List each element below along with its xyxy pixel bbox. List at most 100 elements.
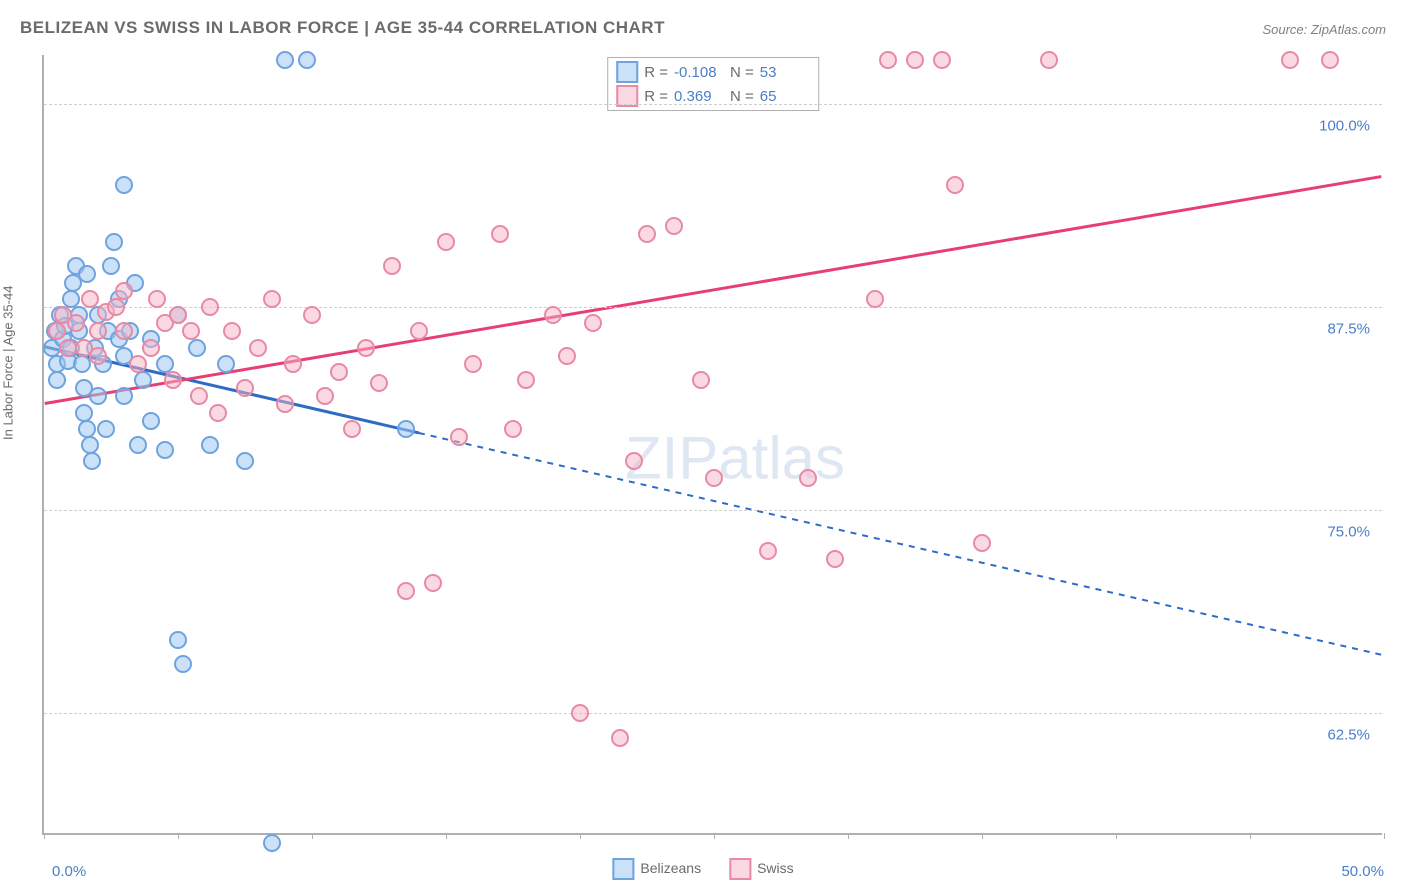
y-tick-label: 87.5% xyxy=(1327,320,1370,337)
stat-r-value: -0.108 xyxy=(674,64,724,81)
data-point xyxy=(223,322,241,340)
data-point xyxy=(370,374,388,392)
x-tick xyxy=(714,833,715,839)
data-point xyxy=(665,217,683,235)
stat-n-value: 65 xyxy=(760,88,810,105)
x-tick xyxy=(982,833,983,839)
x-tick xyxy=(312,833,313,839)
data-point xyxy=(107,298,125,316)
data-point xyxy=(276,51,294,69)
data-point xyxy=(284,355,302,373)
data-point xyxy=(571,704,589,722)
data-point xyxy=(156,441,174,459)
data-point xyxy=(164,371,182,389)
data-point xyxy=(517,371,535,389)
stat-r-label: R = xyxy=(644,88,668,105)
data-point xyxy=(397,582,415,600)
legend-label: Swiss xyxy=(757,860,794,876)
stat-r-value: 0.369 xyxy=(674,88,724,105)
stat-r-label: R = xyxy=(644,64,668,81)
data-point xyxy=(316,387,334,405)
data-point xyxy=(142,412,160,430)
x-tick xyxy=(446,833,447,839)
gridline xyxy=(44,510,1382,511)
y-tick-label: 75.0% xyxy=(1327,524,1370,541)
trend-line-dashed xyxy=(419,433,1381,655)
data-point xyxy=(236,452,254,470)
legend-swatch xyxy=(616,61,638,83)
data-point xyxy=(115,387,133,405)
data-point xyxy=(558,347,576,365)
data-point xyxy=(799,469,817,487)
data-point xyxy=(89,387,107,405)
data-point xyxy=(946,176,964,194)
data-point xyxy=(464,355,482,373)
data-point xyxy=(397,420,415,438)
data-point xyxy=(343,420,361,438)
data-point xyxy=(105,233,123,251)
data-point xyxy=(115,322,133,340)
data-point xyxy=(48,371,66,389)
plot-area: ZIPatlas R =-0.108N =53R =0.369N =65 62.… xyxy=(42,55,1382,835)
data-point xyxy=(437,233,455,251)
data-point xyxy=(83,452,101,470)
stat-n-label: N = xyxy=(730,88,754,105)
data-point xyxy=(97,420,115,438)
data-point xyxy=(450,428,468,446)
data-point xyxy=(134,371,152,389)
data-point xyxy=(89,322,107,340)
data-point xyxy=(201,298,219,316)
data-point xyxy=(115,282,133,300)
legend-item: Swiss xyxy=(729,858,794,880)
data-point xyxy=(357,339,375,357)
x-tick xyxy=(1250,833,1251,839)
x-tick xyxy=(848,833,849,839)
data-point xyxy=(89,347,107,365)
data-point xyxy=(705,469,723,487)
data-point xyxy=(879,51,897,69)
stat-row: R =-0.108N =53 xyxy=(616,60,810,84)
data-point xyxy=(906,51,924,69)
data-point xyxy=(201,436,219,454)
data-point xyxy=(115,176,133,194)
gridline xyxy=(44,713,1382,714)
x-tick xyxy=(178,833,179,839)
data-point xyxy=(142,339,160,357)
data-point xyxy=(584,314,602,332)
legend-item: Belizeans xyxy=(612,858,701,880)
data-point xyxy=(129,436,147,454)
y-tick-label: 100.0% xyxy=(1319,117,1370,134)
data-point xyxy=(826,550,844,568)
data-point xyxy=(236,379,254,397)
data-point xyxy=(383,257,401,275)
data-point xyxy=(544,306,562,324)
data-point xyxy=(973,534,991,552)
source-text: Source: ZipAtlas.com xyxy=(1262,22,1386,37)
data-point xyxy=(410,322,428,340)
legend-label: Belizeans xyxy=(640,860,701,876)
data-point xyxy=(263,834,281,852)
data-point xyxy=(169,631,187,649)
legend-swatch xyxy=(612,858,634,880)
data-point xyxy=(933,51,951,69)
data-point xyxy=(81,436,99,454)
data-point xyxy=(298,51,316,69)
chart-title: BELIZEAN VS SWISS IN LABOR FORCE | AGE 3… xyxy=(20,18,665,38)
data-point xyxy=(1040,51,1058,69)
data-point xyxy=(78,420,96,438)
data-point xyxy=(276,395,294,413)
x-axis-max-label: 50.0% xyxy=(1341,863,1384,880)
x-tick xyxy=(44,833,45,839)
data-point xyxy=(67,314,85,332)
data-point xyxy=(217,355,235,373)
data-point xyxy=(81,290,99,308)
x-tick xyxy=(1116,833,1117,839)
data-point xyxy=(424,574,442,592)
x-tick xyxy=(1384,833,1385,839)
data-point xyxy=(1321,51,1339,69)
data-point xyxy=(190,387,208,405)
data-point xyxy=(75,404,93,422)
trend-line-solid xyxy=(45,177,1382,404)
data-point xyxy=(330,363,348,381)
data-point xyxy=(625,452,643,470)
